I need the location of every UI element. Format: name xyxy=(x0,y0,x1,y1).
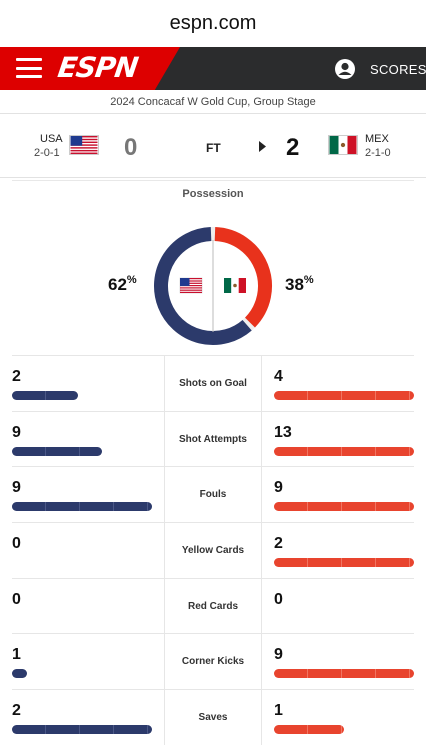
away-stat-value: 0 xyxy=(274,590,283,608)
possession-donut-chart xyxy=(154,227,272,345)
match-status: FT xyxy=(206,141,221,155)
scores-link[interactable]: SCORES xyxy=(370,62,426,77)
stat-label: Fouls xyxy=(164,467,262,523)
home-stat-bar xyxy=(12,669,28,679)
stat-row: 2 Saves 1 xyxy=(12,689,414,745)
away-team-record: 2-1-0 xyxy=(365,147,391,159)
away-possession-pct: 38% xyxy=(285,274,314,294)
stat-label: Shot Attempts xyxy=(164,411,262,467)
home-stat-value: 2 xyxy=(12,702,21,720)
stat-label: Shots on Goal xyxy=(164,356,262,411)
donut-usa-flag-icon xyxy=(179,277,203,294)
stat-label: Red Cards xyxy=(164,578,262,634)
top-navigation: ESPN xyxy=(0,47,426,90)
home-stat-value: 9 xyxy=(12,479,21,497)
espn-logo[interactable]: ESPN xyxy=(55,51,140,84)
away-stat-bar xyxy=(274,502,414,512)
user-account-icon[interactable] xyxy=(334,58,356,80)
home-score: 0 xyxy=(124,134,138,161)
away-stat-value: 1 xyxy=(274,702,283,720)
away-stat-value: 13 xyxy=(274,423,292,441)
team-stats-table: 2 Shots on Goal 4 9 Shot Attempts 13 9 Fouls 9 0 Y… xyxy=(12,355,414,745)
away-stat-value: 9 xyxy=(274,646,283,664)
home-stat-value: 9 xyxy=(12,423,21,441)
stat-row: 2 Shots on Goal 4 xyxy=(12,355,414,411)
mexico-flag-icon xyxy=(328,135,358,155)
home-stat-bar xyxy=(12,391,78,400)
home-possession-pct: 62% xyxy=(108,274,137,294)
away-stat-bar xyxy=(274,558,414,568)
away-stat-bar xyxy=(274,446,414,456)
scoreboard[interactable]: USA 2-0-1 0 FT 2 MEX 2-1-0 xyxy=(0,114,426,178)
away-score: 2 xyxy=(286,134,300,161)
home-team-abbr: USA xyxy=(40,133,63,145)
away-stat-value: 2 xyxy=(274,535,283,553)
home-team-record: 2-0-1 xyxy=(34,147,60,159)
stat-row: 9 Fouls 9 xyxy=(12,466,414,523)
stat-label: Yellow Cards xyxy=(164,523,262,578)
away-stat-value: 9 xyxy=(274,479,283,497)
home-stat-bar xyxy=(12,502,152,512)
away-stat-value: 4 xyxy=(274,368,283,385)
browser-url-bar[interactable]: espn.com xyxy=(0,0,426,47)
stat-label: Corner Kicks xyxy=(164,634,262,690)
home-stat-value: 1 xyxy=(12,646,21,664)
home-stat-value: 2 xyxy=(12,368,21,385)
play-arrow-icon xyxy=(259,141,266,152)
home-stat-bar xyxy=(12,446,102,456)
usa-flag-icon xyxy=(69,135,99,155)
menu-icon[interactable] xyxy=(16,58,42,78)
stats-panel xyxy=(12,180,414,750)
stat-row: 0 Yellow Cards 2 xyxy=(12,522,414,578)
possession-arc-home xyxy=(154,227,252,345)
url-text: espn.com xyxy=(169,12,257,34)
stat-row: 9 Shot Attempts 13 xyxy=(12,410,414,467)
away-stat-bar xyxy=(274,725,344,735)
stat-label: Saves xyxy=(164,690,262,745)
home-stat-value: 0 xyxy=(12,590,21,608)
away-stat-bar xyxy=(274,391,414,400)
possession-title: Possession xyxy=(182,188,244,200)
away-team-abbr: MEX xyxy=(365,133,389,145)
competition-bar: 2024 Concacaf W Gold Cup, Group Stage xyxy=(0,90,426,114)
stat-row: 0 Red Cards 0 xyxy=(12,577,414,634)
donut-mexico-flag-icon xyxy=(224,278,246,293)
home-stat-bar xyxy=(12,725,152,735)
possession-arc-away xyxy=(214,227,272,328)
stat-row: 1 Corner Kicks 9 xyxy=(12,633,414,690)
away-stat-bar xyxy=(274,669,414,679)
home-stat-value: 0 xyxy=(12,535,21,553)
competition-name: 2024 Concacaf W Gold Cup, Group Stage xyxy=(110,95,316,108)
